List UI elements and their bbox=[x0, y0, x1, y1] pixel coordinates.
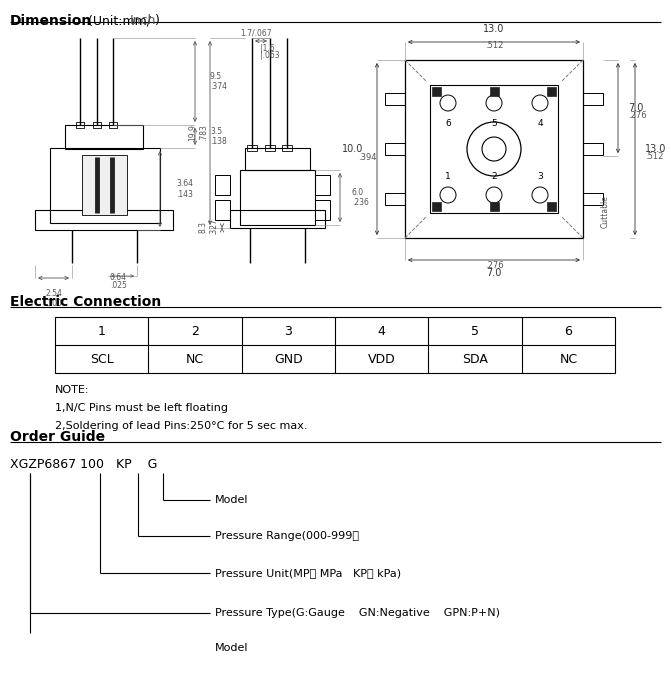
Text: 2,Soldering of lead Pins:250°C for 5 sec max.: 2,Soldering of lead Pins:250°C for 5 sec… bbox=[55, 421, 307, 431]
Text: ): ) bbox=[155, 14, 160, 27]
Text: 7.0: 7.0 bbox=[628, 103, 643, 113]
Bar bbox=[240, 170, 315, 225]
Bar bbox=[583, 143, 603, 155]
Text: 3: 3 bbox=[537, 172, 543, 181]
Text: 13.0: 13.0 bbox=[483, 24, 505, 34]
Text: VDD: VDD bbox=[368, 353, 395, 366]
Text: .394: .394 bbox=[358, 153, 377, 162]
Bar bbox=[76, 122, 84, 128]
Bar bbox=[432, 202, 441, 211]
Text: 1: 1 bbox=[445, 172, 451, 181]
Bar bbox=[583, 193, 603, 205]
Bar bbox=[490, 87, 499, 96]
Bar bbox=[490, 202, 499, 211]
Text: Pressure Range(000-999）: Pressure Range(000-999） bbox=[215, 531, 359, 541]
Text: 19.9
.783: 19.9 .783 bbox=[189, 124, 208, 142]
Text: SDA: SDA bbox=[462, 353, 488, 366]
Text: Order Guide: Order Guide bbox=[10, 430, 105, 444]
Text: |1.6: |1.6 bbox=[260, 44, 274, 53]
Bar bbox=[247, 145, 257, 151]
Text: .512: .512 bbox=[485, 41, 503, 50]
Text: 1.7/.067: 1.7/.067 bbox=[240, 28, 272, 37]
Text: |.063: |.063 bbox=[260, 51, 280, 60]
Text: 2: 2 bbox=[491, 172, 497, 181]
Bar bbox=[215, 200, 230, 220]
Text: 9.5
.374: 9.5 .374 bbox=[210, 71, 227, 91]
Text: Model: Model bbox=[215, 495, 248, 505]
Text: 2.54
.100: 2.54 .100 bbox=[45, 289, 62, 308]
Text: 2: 2 bbox=[191, 325, 199, 337]
Bar bbox=[432, 87, 441, 96]
Text: 8.3
.327: 8.3 .327 bbox=[199, 218, 217, 235]
Text: Model: Model bbox=[215, 643, 248, 653]
Text: XGZP6867 100   KP    G: XGZP6867 100 KP G bbox=[10, 458, 158, 471]
Text: .025: .025 bbox=[110, 281, 127, 290]
Text: Cuttable: Cuttable bbox=[601, 195, 609, 228]
Bar bbox=[583, 93, 603, 105]
Text: 3.64
.143: 3.64 .143 bbox=[176, 179, 193, 198]
Text: 10.0: 10.0 bbox=[342, 144, 363, 154]
Bar bbox=[405, 60, 583, 238]
Bar bbox=[265, 145, 275, 151]
Text: 6.0
.236: 6.0 .236 bbox=[352, 188, 369, 208]
Bar bbox=[282, 145, 292, 151]
Bar bbox=[245, 148, 310, 170]
Bar bbox=[547, 202, 556, 211]
Text: .276: .276 bbox=[628, 110, 647, 119]
Text: GND: GND bbox=[274, 353, 303, 366]
Bar bbox=[215, 175, 230, 195]
Bar bbox=[50, 148, 160, 223]
Text: .512: .512 bbox=[645, 151, 664, 160]
Text: 6: 6 bbox=[445, 119, 451, 128]
Text: 7.0: 7.0 bbox=[486, 268, 502, 278]
Bar bbox=[315, 175, 330, 195]
Bar bbox=[55, 317, 615, 373]
Text: SCL: SCL bbox=[90, 353, 113, 366]
Text: 13.0: 13.0 bbox=[645, 144, 666, 154]
Text: 4: 4 bbox=[378, 325, 386, 337]
Bar bbox=[82, 155, 127, 215]
Text: 1,N/C Pins must be left floating: 1,N/C Pins must be left floating bbox=[55, 403, 228, 413]
Bar bbox=[430, 85, 558, 213]
Text: 6: 6 bbox=[564, 325, 572, 337]
Text: NC: NC bbox=[186, 353, 204, 366]
Text: NC: NC bbox=[559, 353, 578, 366]
Bar bbox=[547, 87, 556, 96]
Bar bbox=[315, 200, 330, 220]
Text: Dimension: Dimension bbox=[10, 14, 92, 28]
Bar bbox=[385, 93, 405, 105]
Bar bbox=[93, 122, 101, 128]
Text: (Unit:mm/: (Unit:mm/ bbox=[84, 14, 151, 27]
Bar bbox=[65, 125, 143, 149]
Text: .276: .276 bbox=[484, 261, 503, 270]
Text: 4: 4 bbox=[537, 119, 543, 128]
Text: 1: 1 bbox=[98, 325, 105, 337]
Text: Pressure Type(G:Gauge    GN:Negative    GPN:P+N): Pressure Type(G:Gauge GN:Negative GPN:P+… bbox=[215, 608, 500, 618]
Text: Electric Connection: Electric Connection bbox=[10, 295, 161, 309]
Text: 3.5
.138: 3.5 .138 bbox=[210, 127, 227, 146]
Bar bbox=[385, 143, 405, 155]
Text: NOTE:: NOTE: bbox=[55, 385, 89, 395]
Text: 0.64: 0.64 bbox=[110, 273, 127, 282]
Bar bbox=[109, 122, 117, 128]
Bar bbox=[385, 193, 405, 205]
Bar bbox=[35, 210, 173, 230]
Text: Pressure Unit(MP： MPa   KP： kPa): Pressure Unit(MP： MPa KP： kPa) bbox=[215, 568, 401, 578]
Text: Inch: Inch bbox=[130, 14, 156, 27]
Text: 3: 3 bbox=[285, 325, 293, 337]
Text: 5: 5 bbox=[471, 325, 479, 337]
Bar bbox=[230, 210, 325, 228]
Text: 5: 5 bbox=[491, 119, 497, 128]
